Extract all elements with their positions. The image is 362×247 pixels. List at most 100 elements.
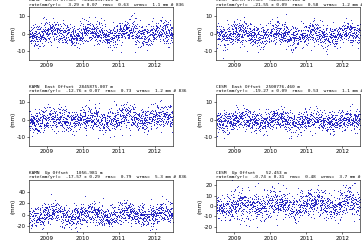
- Point: [53, 22, 59, 26]
- Point: [357, 200, 362, 204]
- Point: [326, 110, 332, 114]
- Point: [147, 218, 152, 222]
- Point: [134, 209, 139, 213]
- Point: [231, 118, 237, 122]
- Point: [267, 117, 273, 121]
- Point: [244, 109, 249, 113]
- Point: [98, 210, 104, 214]
- Point: [268, 124, 273, 128]
- Point: [64, 212, 70, 216]
- Point: [83, 113, 88, 117]
- Point: [345, 111, 350, 115]
- Point: [142, 216, 148, 220]
- Point: [60, 212, 66, 216]
- Point: [258, 210, 264, 214]
- Point: [227, 36, 233, 40]
- Point: [165, 210, 171, 214]
- Point: [67, 120, 73, 124]
- Point: [122, 28, 128, 32]
- Point: [76, 212, 82, 216]
- Point: [29, 30, 35, 34]
- Point: [240, 28, 246, 32]
- Point: [70, 217, 76, 221]
- Point: [151, 112, 156, 116]
- Point: [126, 120, 131, 124]
- Point: [236, 38, 242, 42]
- Point: [263, 216, 269, 220]
- Point: [70, 28, 76, 32]
- Point: [345, 118, 351, 122]
- Point: [169, 212, 174, 216]
- Point: [134, 36, 140, 40]
- Point: [52, 115, 58, 119]
- Point: [308, 34, 313, 38]
- Point: [260, 124, 265, 128]
- Point: [215, 216, 221, 220]
- Point: [255, 197, 261, 201]
- Point: [74, 27, 80, 31]
- Point: [255, 181, 261, 185]
- Point: [113, 125, 119, 129]
- Point: [64, 213, 70, 217]
- Point: [90, 31, 96, 35]
- Point: [136, 121, 142, 125]
- Point: [32, 127, 38, 131]
- Point: [306, 26, 311, 30]
- Point: [308, 198, 314, 202]
- Point: [46, 37, 51, 41]
- Point: [345, 115, 351, 119]
- Point: [243, 223, 249, 227]
- Point: [146, 37, 151, 41]
- Point: [287, 28, 293, 32]
- Point: [130, 107, 136, 111]
- Point: [290, 32, 296, 36]
- Point: [46, 211, 51, 215]
- Point: [54, 124, 60, 128]
- Point: [152, 28, 158, 32]
- Point: [230, 42, 235, 46]
- Point: [232, 118, 238, 122]
- Point: [122, 218, 128, 222]
- Point: [300, 25, 306, 29]
- Point: [40, 216, 46, 220]
- Point: [115, 118, 121, 122]
- Point: [214, 209, 220, 213]
- Point: [247, 202, 253, 206]
- Point: [224, 47, 230, 51]
- Point: [277, 31, 282, 35]
- Point: [252, 201, 257, 205]
- Point: [352, 112, 358, 116]
- Point: [352, 25, 357, 29]
- Point: [88, 206, 94, 210]
- Point: [339, 191, 345, 195]
- Point: [276, 38, 282, 42]
- Point: [34, 40, 39, 43]
- Point: [272, 41, 278, 44]
- Point: [134, 125, 140, 129]
- Point: [95, 31, 101, 35]
- Point: [268, 214, 273, 218]
- Point: [163, 18, 168, 21]
- Point: [294, 32, 300, 36]
- Point: [321, 30, 327, 34]
- Point: [328, 32, 333, 36]
- Point: [317, 196, 323, 200]
- Point: [236, 198, 241, 202]
- Point: [265, 120, 271, 124]
- Point: [327, 26, 333, 30]
- Point: [287, 118, 293, 122]
- Point: [30, 36, 36, 40]
- Point: [152, 31, 158, 35]
- Point: [268, 28, 274, 32]
- Point: [42, 123, 48, 127]
- Point: [147, 111, 153, 115]
- Point: [155, 26, 160, 30]
- Point: [257, 218, 263, 222]
- Point: [249, 202, 255, 206]
- Point: [27, 216, 33, 220]
- Point: [132, 123, 138, 127]
- Point: [251, 109, 257, 113]
- Point: [161, 206, 167, 210]
- Point: [114, 210, 120, 214]
- Point: [80, 22, 85, 26]
